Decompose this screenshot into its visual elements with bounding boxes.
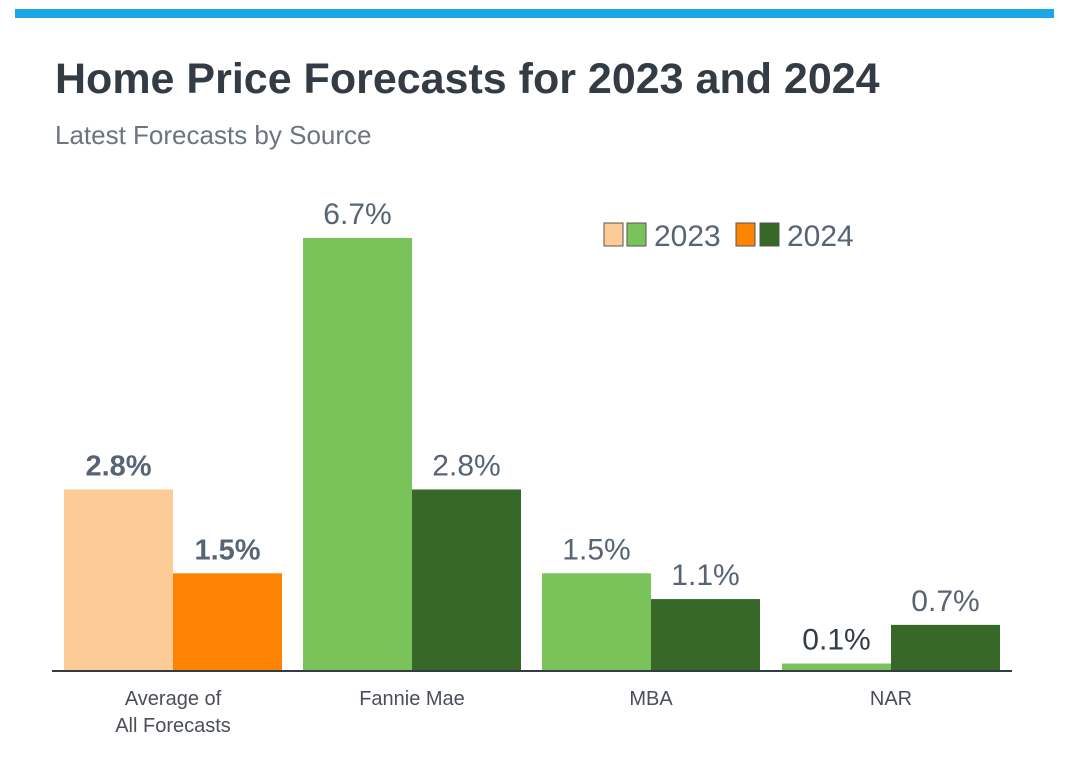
legend-swatch-2024-avg: [735, 222, 756, 247]
chart-title: Home Price Forecasts for 2023 and 2024: [55, 55, 880, 103]
legend-swatch-2023-avg: [603, 222, 624, 247]
bar-2024-0: [173, 573, 282, 670]
category-label: Average of: [125, 688, 222, 710]
category-label: Fannie Mae: [359, 688, 465, 710]
bar-2024-2: [651, 599, 760, 670]
category-label: NAR: [870, 688, 912, 710]
chart-subtitle: Latest Forecasts by Source: [55, 120, 372, 150]
bar-2023-1: [303, 238, 412, 670]
legend-swatch-2023: [626, 222, 647, 247]
data-label: 1.5%: [562, 533, 630, 566]
data-label: 0.1%: [802, 624, 870, 657]
data-label: 2.8%: [85, 450, 151, 482]
bar-2024-3: [891, 624, 1000, 670]
category-label: MBA: [629, 688, 673, 710]
data-label: 1.5%: [194, 534, 260, 566]
accent-bar: [15, 9, 1054, 18]
data-label: 1.1%: [671, 559, 739, 592]
bar-2023-0: [64, 489, 173, 670]
legend-swatch-2024: [759, 222, 780, 247]
data-label: 2.8%: [432, 449, 500, 482]
category-label: All Forecasts: [115, 715, 231, 737]
legend-label-2024: 2024: [787, 220, 854, 253]
legend-label-2023: 2023: [654, 220, 721, 253]
data-label: 0.7%: [911, 585, 979, 618]
bar-2023-2: [542, 573, 651, 670]
bar-2023-3: [782, 663, 891, 670]
bar-2024-1: [412, 489, 521, 670]
data-label: 6.7%: [323, 198, 391, 231]
